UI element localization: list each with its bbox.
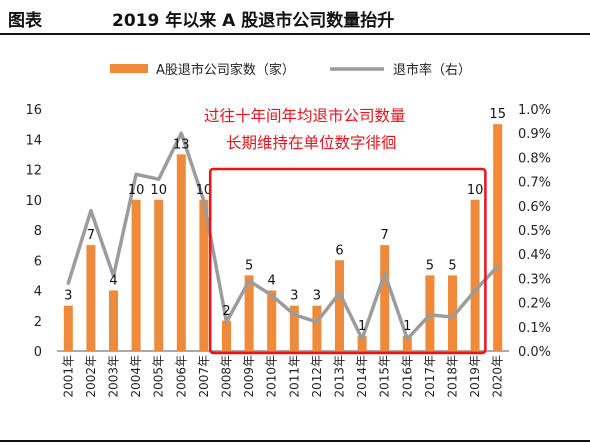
bar-data-label: 15 [489,107,506,122]
x-tick-label: 2010年 [265,355,279,398]
y-right-tick-label: 0.8% [518,151,551,166]
x-tick-label: 2020年 [491,355,505,398]
annotation-line-1: 过往十年间年均退市公司数量 [204,107,406,125]
x-tick-label: 2016年 [400,355,414,398]
legend-bar-label: A股退市公司家数（家） [156,62,295,78]
x-tick-label: 2008年 [220,355,234,398]
y-left-tick-label: 8 [34,224,42,239]
footer-rule [0,440,590,442]
figure-title: 2019 年以来 A 股退市公司数量抬升 [112,11,395,31]
y-right-tick-label: 0.1% [518,321,551,336]
legend-line-label: 退市率（右） [393,62,471,78]
x-tick-label: 2004年 [129,355,143,398]
y-left-tick-label: 12 [25,164,42,179]
x-tick-label: 2013年 [333,355,347,398]
y-left-tick-label: 10 [25,194,42,209]
y-left-tick-label: 14 [25,133,42,148]
bar-data-label: 10 [467,183,484,198]
y-right-tick-label: 1.0% [518,103,551,118]
bar-data-label: 3 [313,289,321,304]
x-tick-label: 2003年 [107,355,121,398]
x-tick-label: 2002年 [84,355,98,398]
legend-bar-swatch [110,64,148,73]
y-right-tick-label: 0.2% [518,297,551,312]
bar-data-label: 4 [109,274,117,289]
x-tick-label: 2001年 [61,355,75,398]
y-left-tick-label: 0 [34,345,42,360]
annotation-box [208,167,487,355]
bar-data-label: 5 [245,258,253,273]
x-tick-label: 2014年 [355,355,369,398]
y-left-tick-label: 6 [34,254,42,269]
bar [335,260,344,351]
x-tick-label: 2019年 [468,355,482,398]
bar [402,335,412,351]
y-left-tick-label: 2 [34,315,42,330]
bar-data-label: 7 [87,228,95,243]
y-right-tick-label: 0.9% [518,127,551,142]
bar-data-label: 7 [381,228,389,243]
y-left-tick-label: 4 [34,285,42,300]
bar [312,305,322,351]
x-tick-label: 2011年 [287,355,301,398]
figure-label: 图表 [8,11,42,31]
y-right-tick-label: 0.5% [518,224,551,239]
bar [244,275,254,351]
bar-data-label: 1 [358,319,366,334]
x-tick-label: 2007年 [197,355,211,398]
bar-data-label: 3 [64,289,72,304]
bar-data-label: 10 [128,183,145,198]
bar [380,245,390,351]
x-tick-label: 2009年 [242,355,256,398]
bar-data-label: 6 [335,243,343,258]
bar [222,320,231,351]
y-right-tick-label: 0.6% [518,200,551,215]
bar [63,305,73,351]
bar [109,290,118,351]
header-rule [0,33,590,35]
bar [493,124,503,351]
bar [357,335,367,351]
x-tick-label: 2012年 [310,355,324,398]
bar [131,199,141,351]
bar-data-label: 13 [173,137,190,152]
y-left-tick-label: 16 [25,103,42,118]
bar-data-label: 2 [222,304,230,319]
bar-data-label: 5 [448,258,456,273]
x-tick-label: 2006年 [174,355,188,398]
annotation-line-2: 长期维持在单位数字徘徊 [226,134,397,152]
x-tick-label: 2005年 [152,355,166,398]
bar-data-label: 1 [403,319,411,334]
bar [176,154,186,351]
bar-data-label: 5 [426,258,434,273]
y-right-tick-label: 0.0% [518,345,551,360]
bar [154,199,164,351]
bar-data-label: 10 [196,183,213,198]
bar [86,245,96,351]
bar [448,275,457,351]
bar-data-label: 4 [268,274,276,289]
x-tick-label: 2015年 [378,355,392,398]
figure-header: 图表 2019 年以来 A 股退市公司数量抬升 [0,0,590,35]
x-tick-label: 2018年 [446,355,460,398]
bar [289,305,299,351]
bar-data-label: 3 [290,289,298,304]
bar [470,199,480,351]
bar [267,290,277,351]
bar-data-label: 10 [150,183,167,198]
bar [199,199,209,351]
y-right-tick-label: 0.7% [518,176,551,191]
y-right-tick-label: 0.4% [518,248,551,263]
series-line [66,131,500,341]
x-tick-label: 2017年 [423,355,437,398]
y-right-tick-label: 0.3% [518,272,551,287]
